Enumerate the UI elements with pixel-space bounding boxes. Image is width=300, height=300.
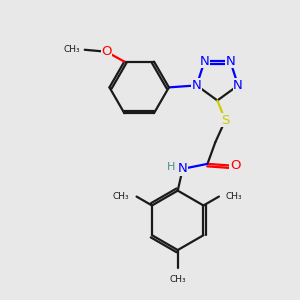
Text: N: N [192,79,202,92]
Text: CH₃: CH₃ [226,192,242,201]
Text: CH₃: CH₃ [63,45,80,54]
Text: O: O [230,159,241,172]
Text: H: H [167,162,175,172]
Text: N: N [200,55,209,68]
Text: CH₃: CH₃ [113,192,130,201]
Text: S: S [221,114,230,127]
Text: O: O [101,45,112,58]
Text: N: N [225,55,235,68]
Text: CH₃: CH₃ [169,275,186,284]
Text: N: N [233,79,243,92]
Text: N: N [178,162,188,175]
